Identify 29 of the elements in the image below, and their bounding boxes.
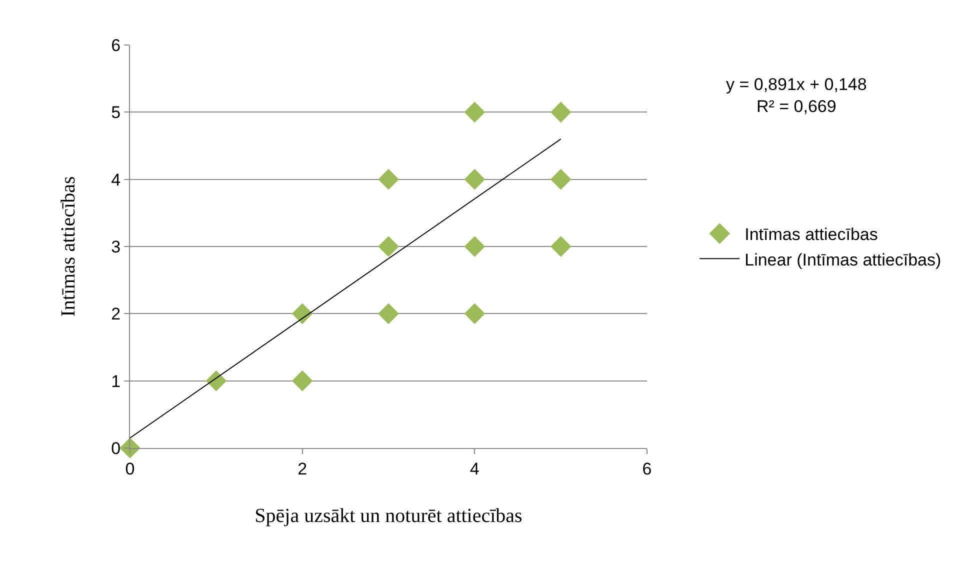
y-tick-label: 4 — [111, 170, 121, 190]
point — [464, 168, 486, 190]
legend-label: Linear (Intīmas attiecības) — [744, 250, 942, 270]
y-axis-title: Intīmas attiecības — [58, 176, 80, 317]
y-tick-label: 1 — [111, 372, 121, 391]
x-tick-label: 0 — [125, 459, 135, 478]
x-tick-label: 6 — [642, 459, 652, 478]
x-tick-label: 4 — [470, 459, 480, 478]
y-tick-label: 6 — [111, 36, 121, 55]
point — [550, 168, 572, 190]
y-tick-label: 5 — [111, 103, 121, 122]
point — [292, 303, 313, 324]
text: y = 0,891x + 0,148 R² = 0,669 — [726, 75, 867, 116]
point — [464, 303, 486, 324]
y-tick-label: 0 — [111, 438, 121, 458]
point — [550, 236, 572, 257]
point — [378, 303, 399, 324]
point — [550, 102, 572, 123]
y-tick-label: 2 — [111, 304, 121, 324]
legend-label: Intīmas attiecības — [744, 225, 878, 244]
y-tick-label: 3 — [111, 237, 121, 256]
point — [378, 236, 399, 257]
point — [292, 370, 313, 392]
point — [464, 102, 486, 123]
x-tick-label: 2 — [298, 459, 308, 478]
point — [206, 370, 227, 392]
x-axis-title: Spēja uzsākt un noturēt attiecības — [254, 504, 523, 527]
point — [464, 236, 486, 257]
point — [378, 168, 399, 190]
